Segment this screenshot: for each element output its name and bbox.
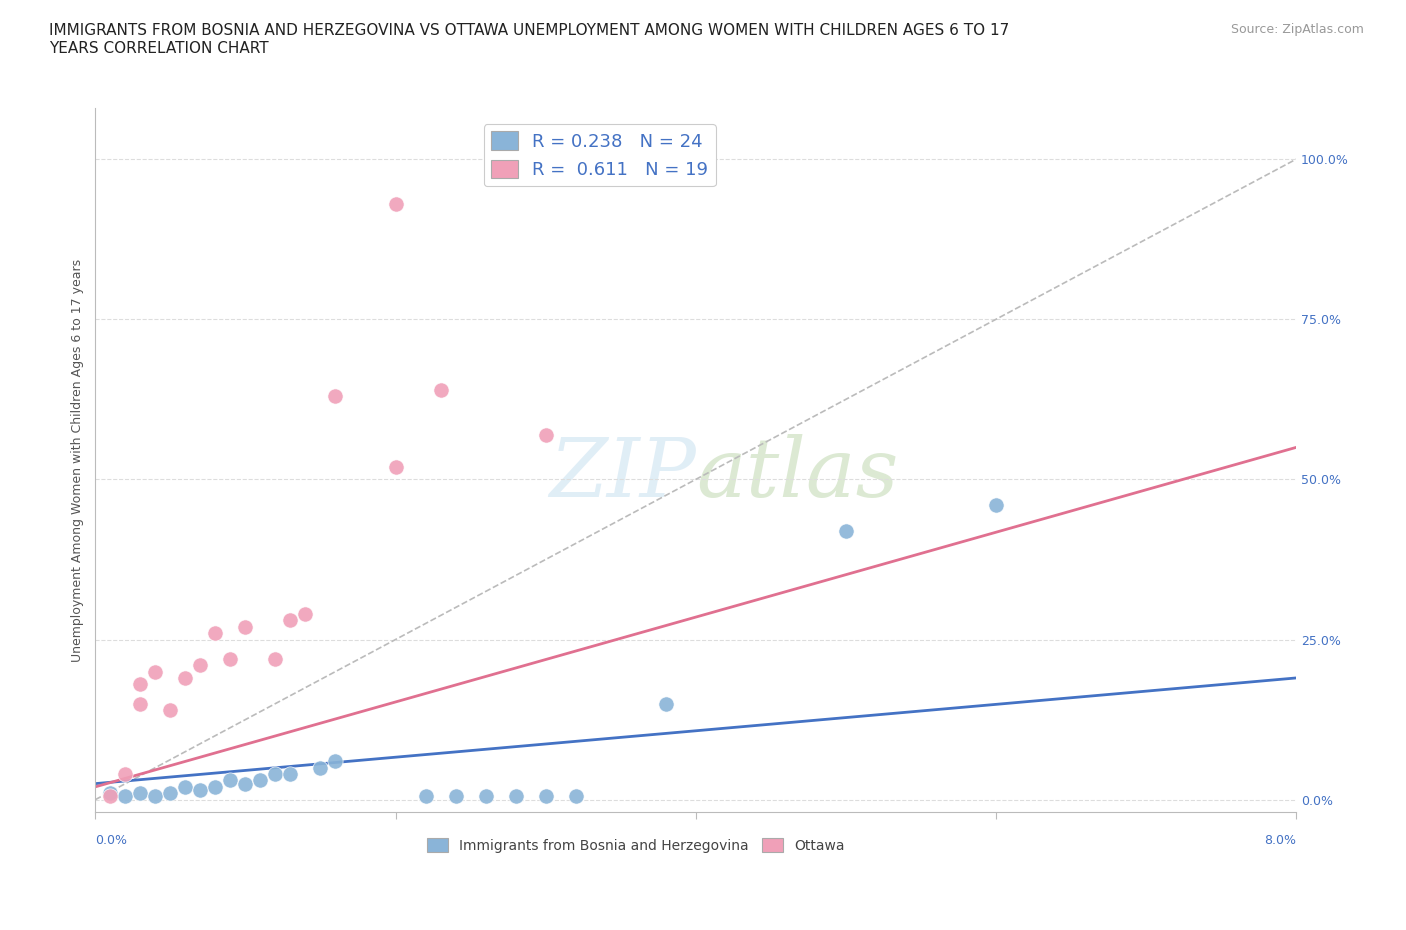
- Point: [294, 606, 316, 621]
- Point: [534, 427, 557, 442]
- Point: [984, 498, 1007, 512]
- Point: [249, 773, 271, 788]
- Point: [280, 766, 302, 781]
- Point: [384, 459, 406, 474]
- Point: [835, 524, 858, 538]
- Point: [145, 789, 167, 804]
- Point: [264, 766, 287, 781]
- Point: [235, 777, 257, 791]
- Point: [98, 786, 121, 801]
- Text: atlas: atlas: [696, 434, 898, 514]
- Point: [114, 766, 136, 781]
- Point: [204, 626, 226, 641]
- Point: [174, 671, 197, 685]
- Point: [384, 196, 406, 211]
- Point: [474, 789, 496, 804]
- Point: [309, 760, 332, 775]
- Text: IMMIGRANTS FROM BOSNIA AND HERZEGOVINA VS OTTAWA UNEMPLOYMENT AMONG WOMEN WITH C: IMMIGRANTS FROM BOSNIA AND HERZEGOVINA V…: [49, 23, 1010, 56]
- Point: [159, 702, 181, 717]
- Point: [654, 697, 676, 711]
- Text: 0.0%: 0.0%: [96, 834, 128, 847]
- Point: [280, 613, 302, 628]
- Point: [264, 651, 287, 666]
- Point: [145, 664, 167, 679]
- Point: [190, 782, 212, 797]
- Point: [98, 789, 121, 804]
- Point: [174, 779, 197, 794]
- Point: [415, 789, 437, 804]
- Text: 8.0%: 8.0%: [1264, 834, 1296, 847]
- Point: [505, 789, 527, 804]
- Point: [325, 754, 347, 769]
- Point: [235, 619, 257, 634]
- Point: [429, 382, 451, 397]
- Point: [204, 779, 226, 794]
- Point: [129, 677, 152, 692]
- Point: [129, 786, 152, 801]
- Point: [219, 651, 242, 666]
- Point: [444, 789, 467, 804]
- Point: [325, 389, 347, 404]
- Point: [129, 697, 152, 711]
- Point: [190, 658, 212, 672]
- Point: [534, 789, 557, 804]
- Y-axis label: Unemployment Among Women with Children Ages 6 to 17 years: Unemployment Among Women with Children A…: [72, 259, 84, 662]
- Point: [159, 786, 181, 801]
- Text: ZIP: ZIP: [548, 434, 696, 514]
- Text: Source: ZipAtlas.com: Source: ZipAtlas.com: [1230, 23, 1364, 36]
- Point: [114, 789, 136, 804]
- Point: [564, 789, 586, 804]
- Legend: Immigrants from Bosnia and Herzegovina, Ottawa: Immigrants from Bosnia and Herzegovina, …: [422, 832, 851, 858]
- Point: [219, 773, 242, 788]
